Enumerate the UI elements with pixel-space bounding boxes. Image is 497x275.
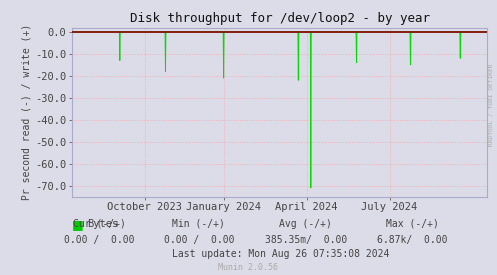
Text: ■: ■	[72, 218, 84, 231]
Text: Min (-/+): Min (-/+)	[172, 219, 225, 229]
Text: Munin 2.0.56: Munin 2.0.56	[219, 263, 278, 272]
Text: 0.00 /  0.00: 0.00 / 0.00	[164, 235, 234, 245]
Text: 6.87k/  0.00: 6.87k/ 0.00	[377, 235, 448, 245]
Text: Avg (-/+): Avg (-/+)	[279, 219, 332, 229]
Text: 385.35m/  0.00: 385.35m/ 0.00	[264, 235, 347, 245]
Y-axis label: Pr second read (-) / write (+): Pr second read (-) / write (+)	[21, 24, 31, 200]
Text: RRDTOOL / TOBI OETIKER: RRDTOOL / TOBI OETIKER	[489, 63, 494, 146]
Text: Bytes: Bytes	[87, 219, 118, 229]
Title: Disk throughput for /dev/loop2 - by year: Disk throughput for /dev/loop2 - by year	[130, 12, 429, 25]
Text: Cur (-/+): Cur (-/+)	[73, 219, 126, 229]
Text: 0.00 /  0.00: 0.00 / 0.00	[64, 235, 135, 245]
Text: Max (-/+): Max (-/+)	[386, 219, 439, 229]
Text: Last update: Mon Aug 26 07:35:08 2024: Last update: Mon Aug 26 07:35:08 2024	[172, 249, 390, 259]
